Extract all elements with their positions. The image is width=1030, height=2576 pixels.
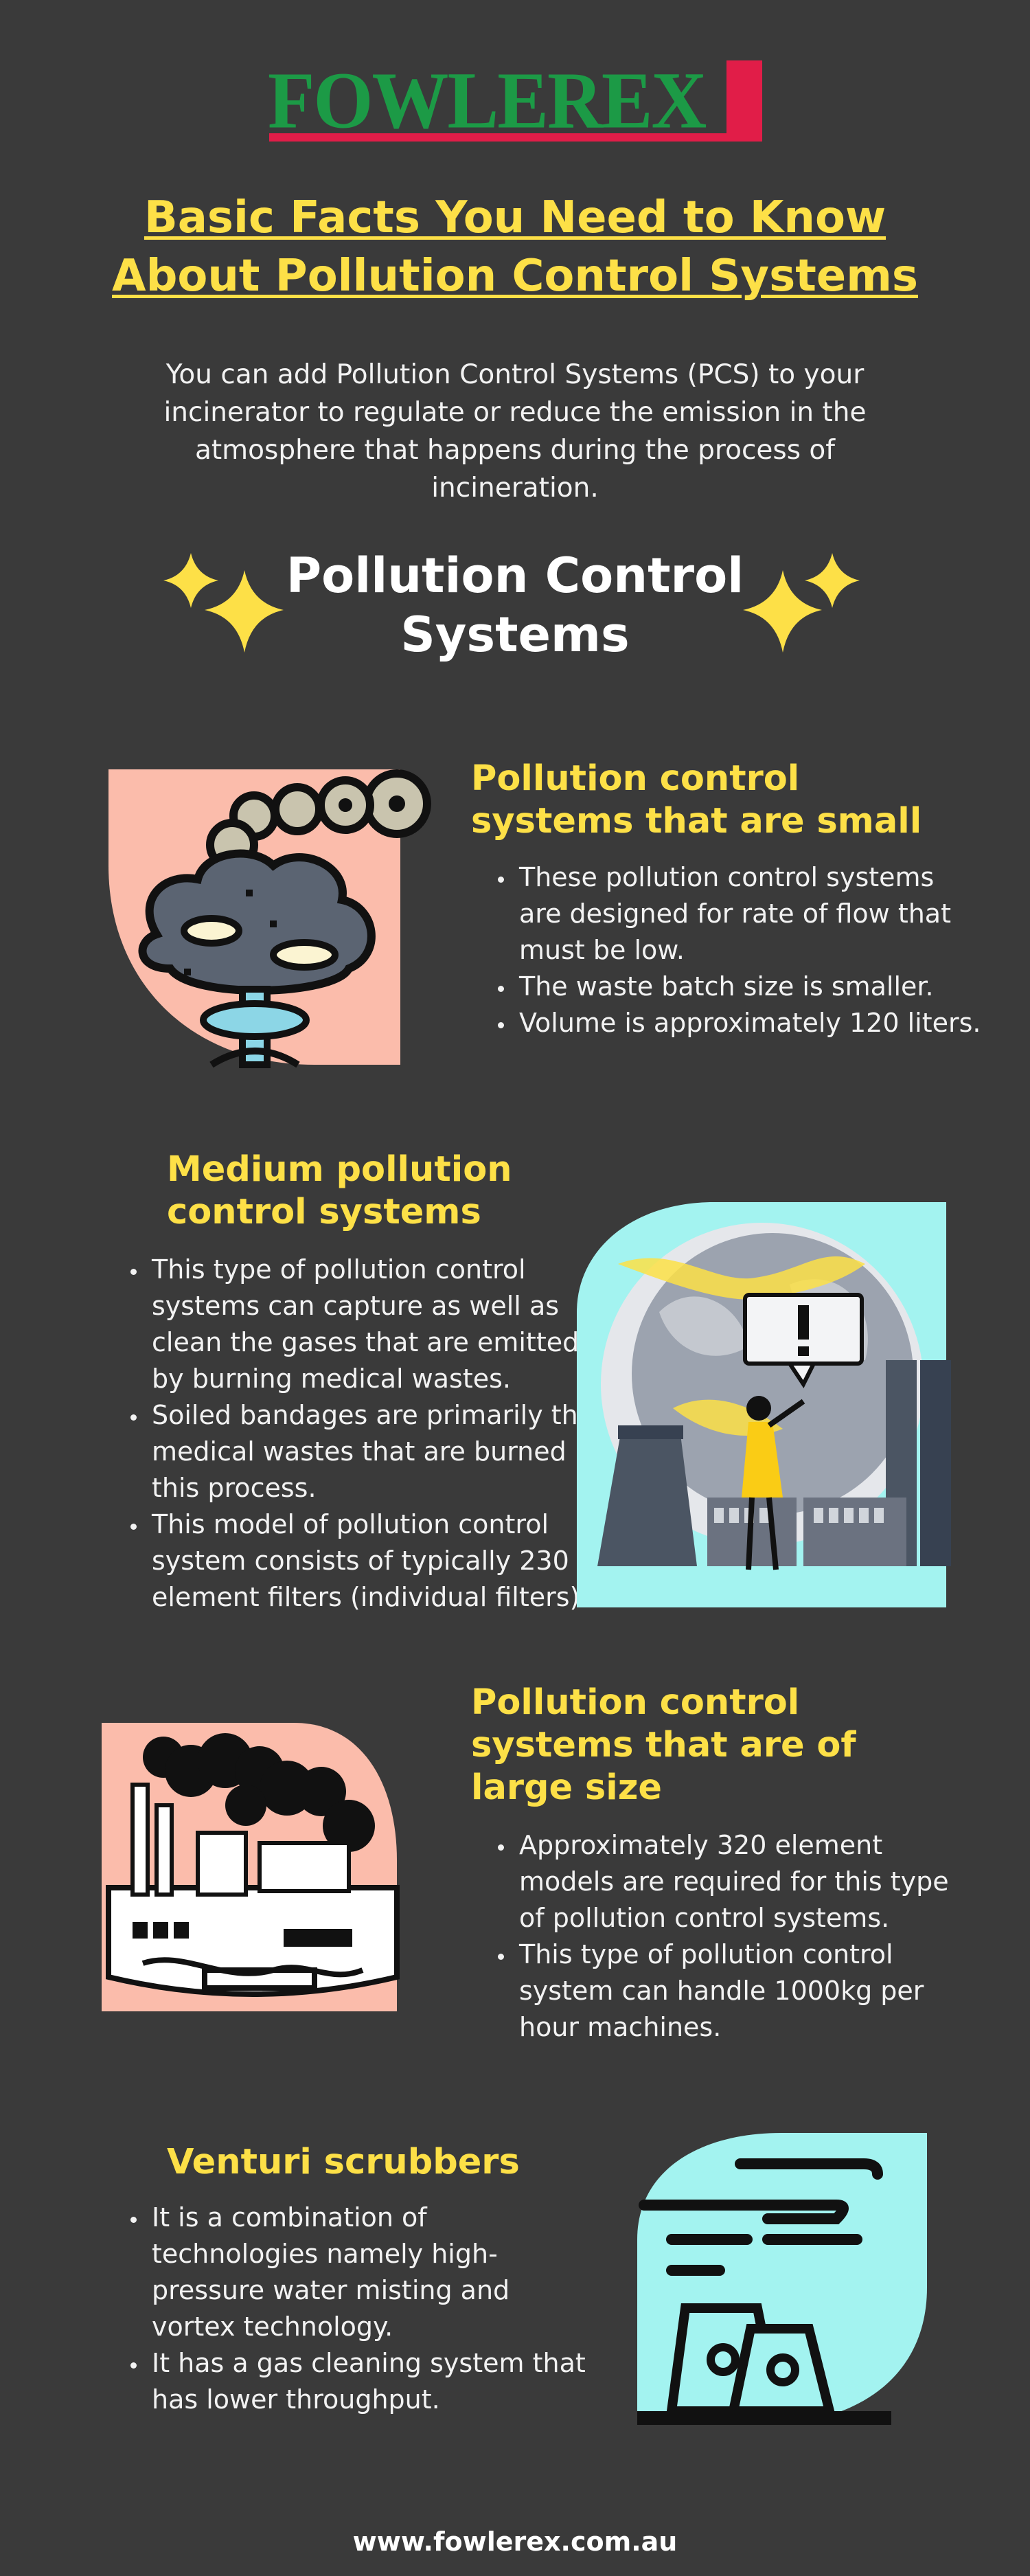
bullet-list-medium: This type of pollution control systems c… [106,1252,615,1616]
bullet-list-venturi: It is a combination of technologies name… [106,2200,587,2418]
cooling-tower-icon [630,2129,932,2432]
nuclear-cloud-icon [108,762,445,1072]
section-title: Pollution Control Systems [268,546,762,664]
block-title-large: Pollution control systems that are of la… [471,1682,883,1809]
intro-text: You can add Pollution Control Systems (P… [120,356,910,507]
headline: Basic Facts You Need to Know About Pollu… [82,189,948,306]
bullet-list-small: These pollution control systems are desi… [474,859,982,1041]
block-title-small: Pollution control systems that are small [471,758,952,843]
list-item: This model of pollution control system c… [148,1506,615,1616]
logo-text: FOWLEREX [268,59,742,143]
logo-bar-right [726,60,762,142]
bullet-list-large: Approximately 320 element models are req… [474,1827,982,2046]
list-item: It has a gas cleaning system that has lo… [148,2345,587,2418]
list-item: The waste batch size is smaller. [515,969,982,1005]
list-item: This type of pollution control system ca… [515,1936,982,2046]
footer-url[interactable]: www.fowlerex.com.au [0,2527,1030,2557]
list-item: Approximately 320 element models are req… [515,1827,982,1936]
list-item: Volume is approximately 120 liters. [515,1005,982,1041]
factory-smoke-icon [102,1723,404,2015]
logo-bar-bottom [269,133,762,142]
list-item: Soiled bandages are primarily the medica… [148,1397,615,1506]
block-title-medium: Medium pollution control systems [167,1149,551,1234]
list-item: It is a combination of technologies name… [148,2200,587,2345]
list-item: This type of pollution control systems c… [148,1252,615,1397]
block-title-venturi: Venturi scrubbers [167,2141,551,2184]
woman-globe-factory-icon [577,1202,975,1614]
list-item: These pollution control systems are desi… [515,859,982,969]
sparkle-icon [736,550,873,659]
